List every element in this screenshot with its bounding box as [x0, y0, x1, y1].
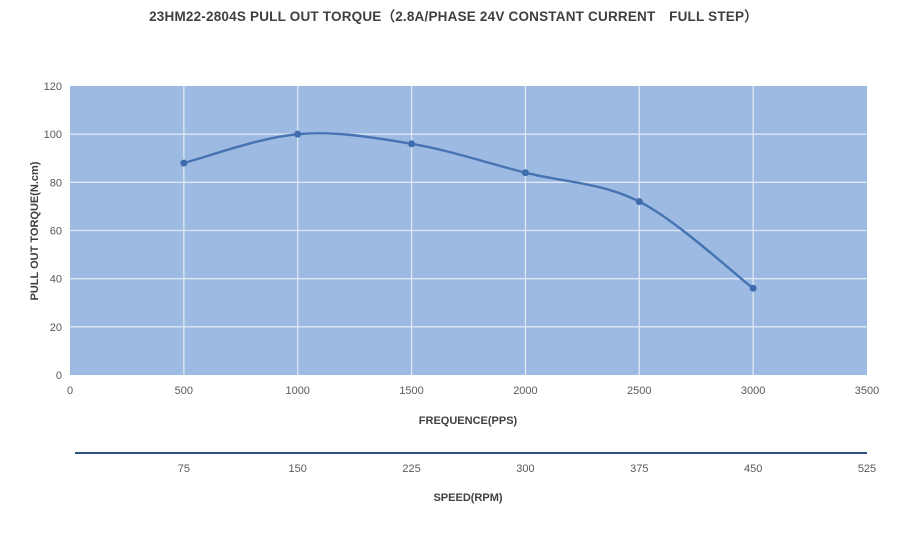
y-tick-label: 60: [50, 226, 62, 238]
speed-tick-label: 525: [858, 463, 876, 475]
y-tick-label: 40: [50, 274, 62, 286]
y-tick-label: 0: [56, 370, 62, 382]
data-point-marker: [408, 140, 416, 148]
y-axis-title: PULL OUT TORQUE(N.cm): [29, 161, 41, 300]
chart-generated-layer: 0 20 40 60 80 100 120 0 500 1000 1500 2000 2500 3000 3…: [44, 81, 880, 475]
x-tick-label: 1500: [399, 385, 423, 397]
speed-tick-label: 150: [289, 463, 307, 475]
x-axis-title: FREQUENCE(PPS): [419, 415, 518, 427]
y-tick-label: 20: [50, 322, 62, 334]
data-point-marker: [294, 130, 302, 138]
data-point-marker: [749, 284, 757, 292]
torque-curve: [182, 132, 755, 290]
x-tick-label: 3500: [855, 385, 879, 397]
speed-tick-label: 75: [178, 463, 190, 475]
speed-tick-label: 450: [744, 463, 762, 475]
speed-tick-label: 375: [630, 463, 648, 475]
speed-tick-label: 300: [516, 463, 534, 475]
data-point-marker: [180, 159, 188, 167]
y-tick-label: 80: [50, 177, 62, 189]
x-tick-label: 0: [67, 385, 73, 397]
x-tick-label: 1000: [285, 385, 309, 397]
x-tick-label: 3000: [741, 385, 765, 397]
data-point-marker: [521, 169, 529, 177]
data-point-marker: [635, 198, 643, 206]
y-tick-label: 100: [44, 129, 62, 141]
x-tick-label: 2500: [627, 385, 651, 397]
speed-tick-label: 225: [402, 463, 420, 475]
chart-title: 23HM22-2804S PULL OUT TORQUE（2.8A/PHASE …: [149, 9, 758, 24]
y-tick-label: 120: [44, 81, 62, 93]
speed-axis-title: SPEED(RPM): [433, 492, 502, 504]
x-tick-label: 2000: [513, 385, 537, 397]
x-tick-label: 500: [175, 385, 193, 397]
